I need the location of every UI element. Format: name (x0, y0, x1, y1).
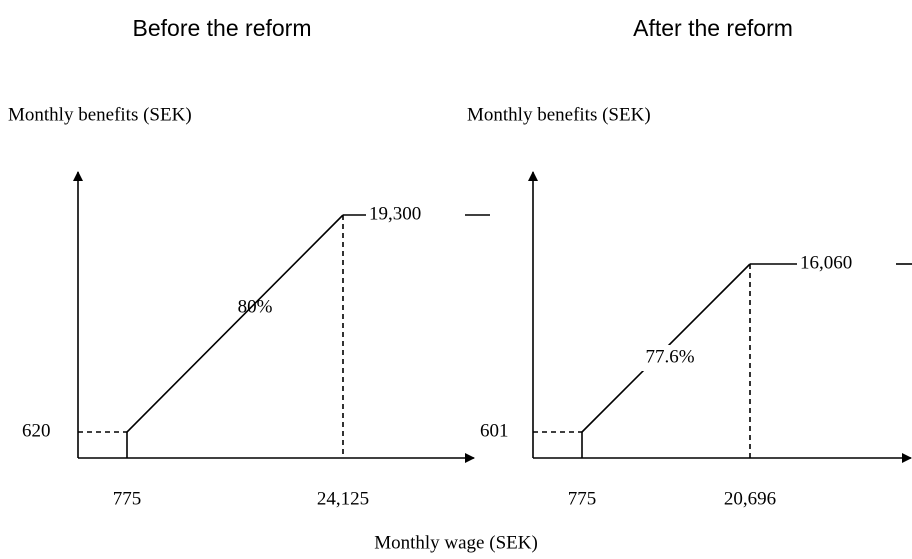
footer-label: Monthly wage (SEK) (374, 532, 538, 553)
cap-label: 16,060 (800, 252, 852, 273)
floor-label: 601 (480, 420, 509, 441)
panel-title: Before the reform (133, 15, 312, 41)
x-label: 775 (113, 488, 142, 509)
panel-after: After the reform Monthly benefits (SEK) … (467, 15, 912, 509)
x-label: 775 (568, 488, 597, 509)
x-label: 24,125 (317, 488, 369, 509)
cap-label: 19,300 (369, 203, 421, 224)
label-backdrop (634, 345, 706, 371)
floor-label: 620 (22, 420, 51, 441)
y-axis-label: Monthly benefits (SEK) (467, 104, 651, 125)
benefit-slope (126, 214, 344, 433)
panel-before: Before the reform Monthly benefits (SEK)… (8, 15, 490, 509)
panel-title: After the reform (633, 15, 793, 41)
rate-label: 77.6% (645, 346, 694, 367)
rate-label: 80% (238, 296, 273, 317)
y-axis-label: Monthly benefits (SEK) (8, 104, 192, 125)
x-label: 20,696 (724, 488, 776, 509)
